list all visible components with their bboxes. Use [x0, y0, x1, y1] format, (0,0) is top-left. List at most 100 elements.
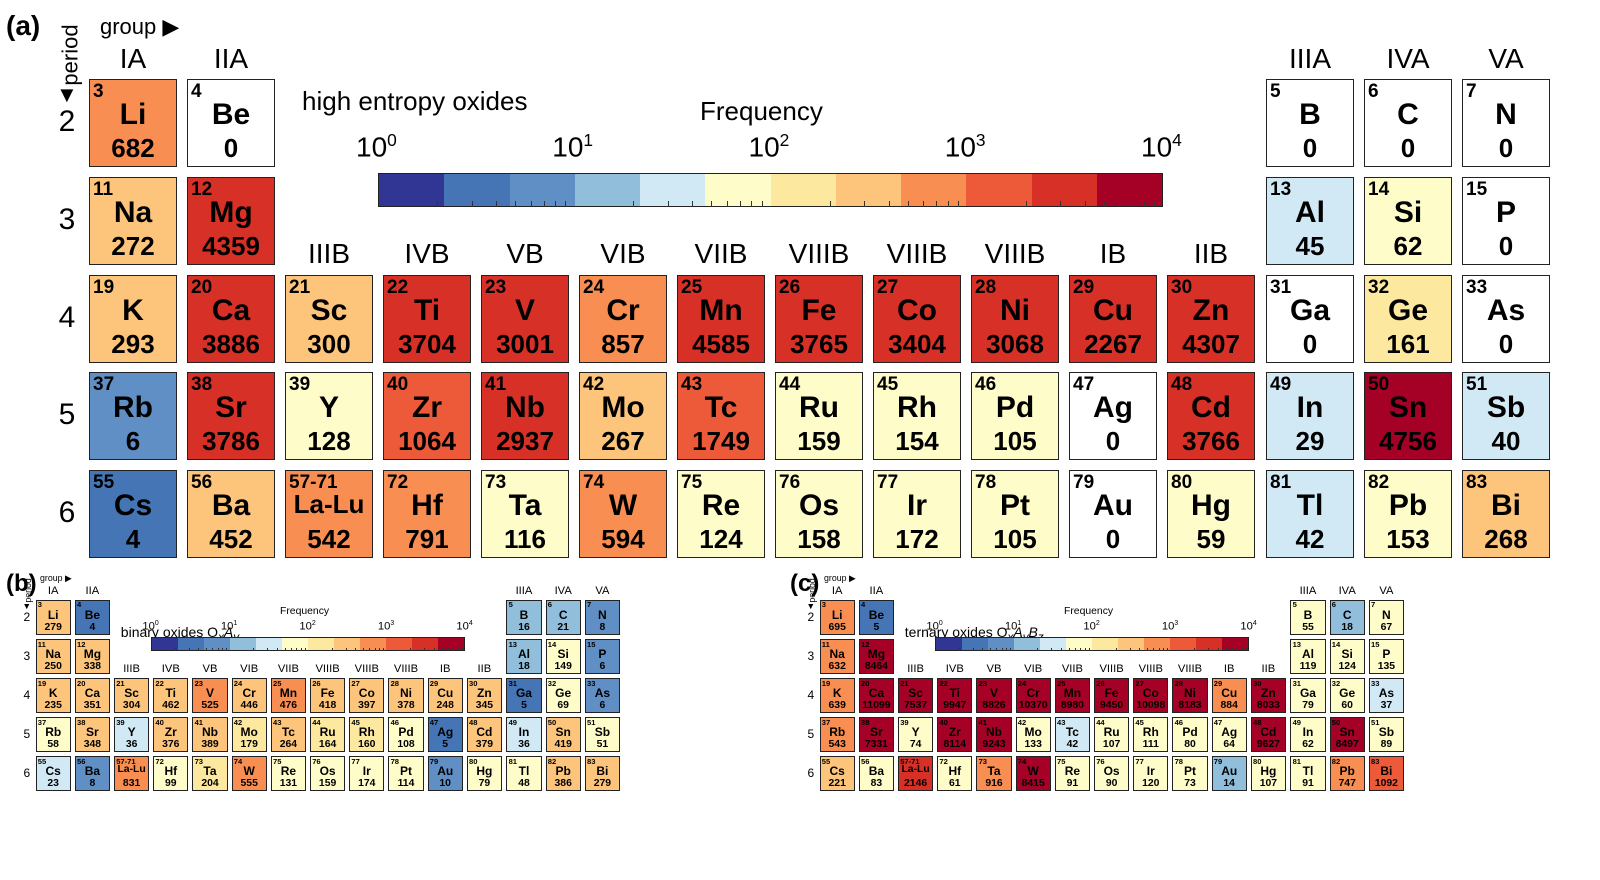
element-cell-li: 3 Li 682: [89, 79, 177, 167]
colorbar-minor-tick: [1119, 201, 1121, 207]
group-label: VIIIB: [1099, 663, 1124, 675]
element-symbol: C: [1342, 607, 1352, 622]
element-symbol: Cu: [437, 686, 454, 700]
element-count: 1749: [692, 426, 750, 456]
element-count: 105: [993, 524, 1037, 554]
group-label: IIIA: [515, 585, 533, 597]
element-symbol: Si: [557, 646, 569, 661]
colorbar-tick-label: 101: [221, 620, 237, 633]
atomic-number: 49: [508, 717, 518, 727]
element-count: 543: [828, 738, 846, 750]
element-symbol: Co: [897, 294, 937, 327]
colorbar-tick-label: 102: [299, 620, 315, 633]
element-cell-ag: 47 Ag 5: [427, 716, 463, 752]
element-symbol: Ti: [413, 294, 441, 327]
atomic-number: 81: [508, 756, 518, 766]
element-symbol: Ba: [211, 489, 251, 522]
element-symbol: Au: [1221, 764, 1238, 778]
element-cell-tc: 43 Tc 1749: [677, 372, 765, 460]
colorbar-minor-tick: [217, 648, 219, 651]
colorbar-segment: [901, 174, 967, 206]
atomic-number: 38: [191, 374, 213, 395]
group-label: VIB: [600, 238, 646, 269]
colorbar-minor-tick: [331, 648, 333, 651]
element-cell-ta: 73 Ta 916: [976, 756, 1012, 792]
element-cell-ge: 32 Ge 69: [545, 678, 581, 714]
element-symbol: Ir: [362, 764, 371, 778]
element-count: 107: [1102, 738, 1121, 750]
chart-title: high entropy oxides: [302, 88, 527, 114]
colorbar-minor-tick: [864, 201, 866, 207]
colorbar-minor-tick: [711, 201, 713, 207]
colorbar-minor-tick: [345, 648, 347, 651]
element-cell-mg: 12 Mg 338: [74, 638, 110, 674]
atomic-number: 56: [76, 756, 86, 766]
element-symbol: Ba: [868, 764, 885, 778]
colorbar-segment: [1092, 638, 1119, 650]
element-cell-re: 75 Re 91: [1054, 756, 1090, 792]
tick-base: 10: [1083, 620, 1096, 633]
atomic-number: 48: [468, 717, 478, 727]
element-symbol: Ti: [949, 686, 960, 700]
element-symbol: Ga: [515, 686, 532, 700]
element-count: 60: [1341, 700, 1353, 711]
atomic-number: 5: [1270, 81, 1281, 102]
element-symbol: Mo: [601, 391, 645, 424]
atomic-number: 72: [939, 756, 948, 766]
element-count: 40: [1491, 426, 1521, 456]
tick-exponent: 1: [583, 130, 594, 150]
element-count: 250: [44, 660, 62, 672]
element-count: 4585: [692, 329, 750, 359]
colorbar-minor-tick: [284, 648, 286, 651]
element-count: 695: [828, 621, 846, 633]
element-cell-c: 6 C 21: [545, 599, 581, 635]
panel-label: (c): [790, 570, 820, 597]
colorbar-minor-tick: [206, 648, 208, 651]
panel-label: (a): [6, 10, 41, 41]
element-symbol: Ag: [1093, 391, 1133, 424]
atomic-number: 12: [860, 639, 870, 649]
element-cell-zn: 30 Zn 345: [466, 678, 502, 714]
element-symbol: Hf: [164, 764, 178, 778]
element-count: 10370: [1018, 700, 1048, 711]
colorbar-segment: [1066, 638, 1093, 650]
group-label: IIB: [477, 663, 492, 675]
colorbar-segment: [988, 638, 1015, 650]
element-cell-cr: 24 Cr 10370: [1015, 678, 1051, 714]
period-axis-label: period: [22, 577, 33, 603]
element-symbol: Tl: [1296, 489, 1324, 522]
period-label: 2: [58, 105, 76, 138]
atomic-number: 6: [1331, 600, 1337, 610]
element-symbol: Pd: [1182, 724, 1198, 739]
element-symbol: Nb: [505, 391, 545, 424]
element-count: 91: [1302, 778, 1314, 789]
element-cell-la-lu: 57-71 La-Lu 542: [285, 470, 373, 558]
atomic-number: 30: [1171, 277, 1193, 298]
colorbar-segment: [1196, 638, 1223, 650]
colorbar: [151, 637, 466, 651]
element-count: 11099: [862, 700, 891, 711]
title-text: ternary oxides O: [904, 624, 1008, 641]
colorbar-minor-tick: [1051, 648, 1053, 651]
element-symbol: Be: [868, 607, 885, 622]
atomic-number: 3: [93, 81, 104, 102]
element-count: 8415: [1021, 778, 1045, 789]
element-count: 3886: [202, 329, 260, 359]
colorbar-segment: [1096, 174, 1162, 206]
colorbar-minor-tick: [888, 201, 890, 207]
element-cell-bi: 83 Bi 268: [1462, 470, 1550, 558]
element-cell-v: 23 V 8826: [976, 678, 1012, 714]
element-symbol: Cd: [1191, 391, 1231, 424]
element-cell-mg: 12 Mg 4359: [187, 177, 275, 265]
element-count: 279: [593, 778, 612, 789]
colorbar-minor-tick: [410, 648, 412, 651]
element-symbol: Sc: [124, 686, 139, 700]
atomic-number: 21: [116, 678, 125, 688]
colorbar-minor-tick: [667, 201, 669, 207]
atomic-number: 82: [1368, 472, 1390, 493]
group-label: IA: [47, 585, 59, 597]
element-symbol: In: [518, 724, 530, 739]
element-count: 3068: [986, 329, 1044, 359]
element-symbol: Cs: [113, 489, 153, 522]
atomic-number: 42: [233, 717, 243, 727]
